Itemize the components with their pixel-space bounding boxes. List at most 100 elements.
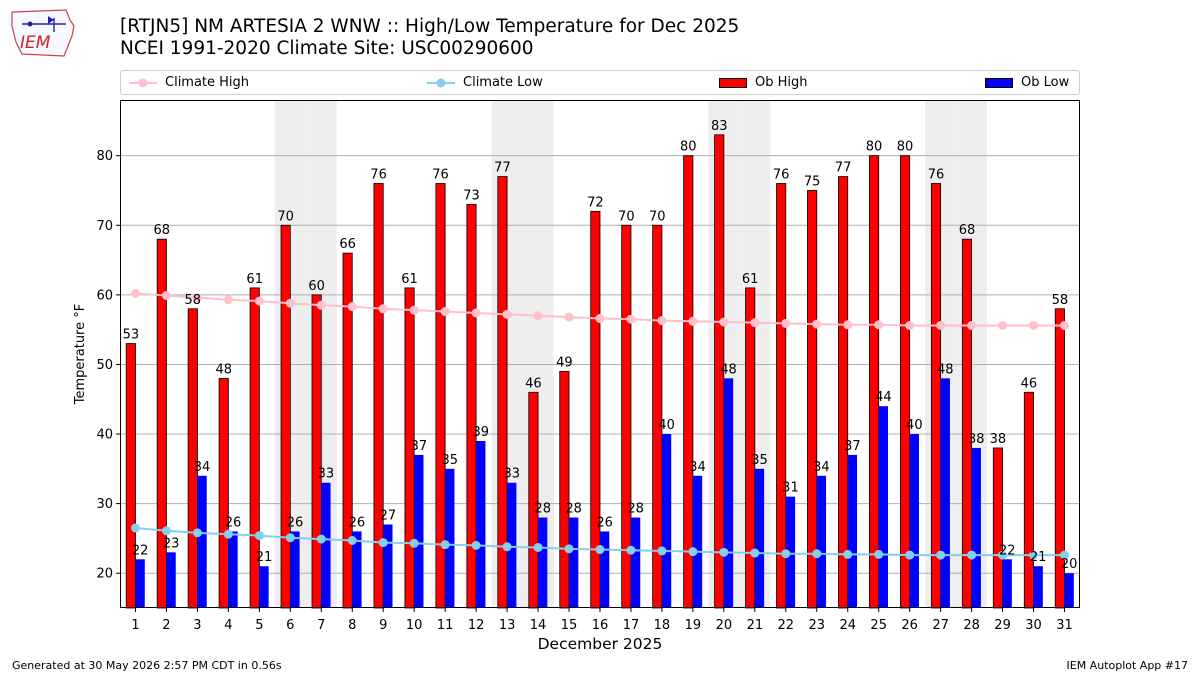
ob-high-bar — [280, 224, 291, 609]
ob-low-bar — [630, 517, 641, 608]
ob-high-bar — [125, 343, 136, 609]
climate-high-point — [595, 314, 605, 324]
x-tick-label: 3 — [193, 618, 201, 633]
ob-low-label: 26 — [349, 515, 366, 530]
ob-low-label: 33 — [503, 467, 520, 482]
x-tick-label: 31 — [1056, 618, 1073, 633]
x-tick-label: 22 — [778, 618, 795, 633]
ob-low-label: 44 — [875, 390, 892, 405]
climate-low-point — [1029, 550, 1039, 560]
ob-low-label: 26 — [225, 515, 242, 530]
x-tick-label: 14 — [530, 618, 547, 633]
title-line-2: NCEI 1991-2020 Climate Site: USC00290600 — [120, 38, 534, 59]
climate-high-point — [657, 316, 667, 326]
ob-low-bar — [600, 531, 610, 608]
ob-high-label: 80 — [897, 140, 914, 155]
ob-low-bar — [414, 454, 424, 608]
generated-timestamp: Generated at 30 May 2026 2:57 PM CDT in … — [12, 659, 282, 672]
ob-high-label: 46 — [525, 376, 542, 391]
ob-low-label: 21 — [256, 550, 273, 565]
y-tick-label: 60 — [96, 288, 113, 303]
climate-low-point — [781, 549, 791, 559]
climate-low-point — [719, 547, 729, 557]
climate-high-point — [812, 319, 822, 329]
climate-low-point — [812, 549, 822, 559]
x-tick-label: 1 — [131, 618, 139, 633]
ob-low-label: 39 — [473, 425, 490, 440]
ob-low-bar — [1002, 559, 1012, 608]
x-tick-label: 19 — [685, 618, 702, 633]
ob-low-label: 48 — [720, 362, 737, 377]
climate-low-point — [998, 550, 1008, 560]
x-tick-label: 26 — [901, 618, 918, 633]
ob-high-label: 76 — [773, 168, 790, 183]
ob-low-label: 20 — [1061, 557, 1078, 572]
ob-high-label: 70 — [649, 209, 666, 224]
x-tick-label: 25 — [870, 618, 887, 633]
climate-high-point — [409, 305, 419, 315]
chart-title: [RTJN5] NM ARTESIA 2 WNW :: High/Low Tem… — [120, 16, 739, 60]
ob-high-label: 77 — [494, 161, 511, 176]
iowa-outline — [11, 9, 75, 57]
x-tick-label: 16 — [592, 618, 609, 633]
ob-low-bar — [569, 517, 579, 608]
ob-low-bar — [259, 566, 269, 608]
climate-low-point — [626, 545, 636, 555]
ob-high-bar — [559, 370, 570, 609]
climate-high-point — [936, 320, 946, 330]
ob-low-bar — [383, 524, 393, 608]
value-labels: 53 22 68 23 58 34 48 26 61 21 70 26 60 33 66 26 76 27 61 37… — [123, 119, 1078, 572]
ob-low-label: 27 — [380, 508, 397, 523]
ob-high-label: 61 — [246, 272, 263, 287]
x-tick-label: 29 — [994, 618, 1011, 633]
ob-low-bar — [476, 440, 486, 608]
ob-low-label: 23 — [163, 536, 180, 551]
ob-high-bar — [776, 183, 787, 609]
climate-high-point — [781, 318, 791, 328]
app-label: IEM Autoplot App #17 — [1066, 659, 1189, 672]
x-tick-label: 24 — [839, 618, 856, 633]
legend-label-ob-high: Ob High — [755, 75, 808, 90]
x-tick-label: 23 — [809, 618, 826, 633]
climate-high-point — [316, 300, 326, 310]
climate-low-point — [192, 528, 202, 538]
legend: Climate High Climate Low Ob High Ob Low — [120, 70, 1080, 95]
ob-low-bar — [723, 378, 734, 608]
x-tick-label: 8 — [348, 618, 356, 633]
ob-high-bar — [218, 377, 229, 609]
ob-high-label: 70 — [618, 209, 635, 224]
ob-high-bar — [745, 287, 756, 609]
climate-high-point — [1060, 320, 1070, 330]
ob-low-label: 34 — [689, 460, 706, 475]
y-axis-label: Temperature °F — [73, 304, 88, 405]
climate-high-point — [223, 295, 233, 305]
legend-item-climate-low: Climate Low — [427, 71, 543, 94]
ob-low-bar — [878, 406, 888, 608]
climate-low-point — [502, 542, 512, 552]
ob-high-label: 83 — [711, 119, 728, 134]
ob-low-bar — [507, 482, 517, 608]
ob-high-label: 77 — [835, 161, 852, 176]
ob-low-label: 40 — [906, 418, 923, 433]
ob-low-bar — [785, 496, 796, 608]
climate-high-point — [471, 308, 481, 318]
ob-low-bar — [290, 531, 300, 608]
x-tick-label: 13 — [499, 618, 516, 633]
x-tick-label: 18 — [654, 618, 671, 633]
ob-low-label: 21 — [1030, 550, 1047, 565]
x-tick-label: 6 — [286, 618, 294, 633]
x-tick-label: 30 — [1025, 618, 1042, 633]
legend-label-climate-low: Climate Low — [463, 75, 543, 90]
climate-high-swatch — [129, 78, 157, 87]
climate-high-point — [378, 304, 388, 314]
climate-high-point — [750, 318, 760, 328]
climate-low-point — [409, 538, 419, 548]
ob-high-bar — [992, 447, 1003, 609]
climate-low-point — [657, 546, 667, 556]
y-tick-label: 40 — [96, 428, 113, 443]
legend-item-climate-high: Climate High — [129, 71, 249, 94]
x-axis-label: December 2025 — [538, 635, 663, 653]
climate-high-point — [1029, 320, 1039, 330]
ob-high-bar — [807, 190, 818, 609]
